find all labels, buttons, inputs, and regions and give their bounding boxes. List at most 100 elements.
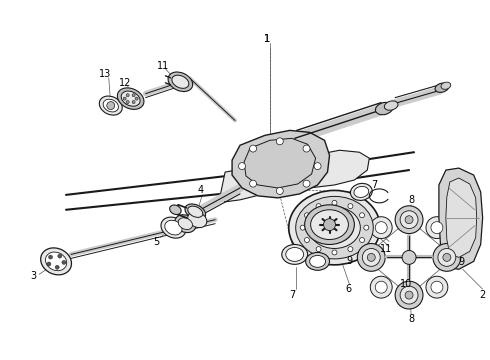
Circle shape bbox=[314, 163, 321, 170]
Circle shape bbox=[426, 276, 448, 298]
Text: 8: 8 bbox=[408, 314, 414, 324]
Text: 3: 3 bbox=[30, 271, 36, 281]
Ellipse shape bbox=[306, 252, 329, 270]
Text: 10: 10 bbox=[400, 279, 412, 289]
Circle shape bbox=[55, 265, 59, 269]
Text: 12: 12 bbox=[119, 78, 131, 88]
Circle shape bbox=[49, 255, 52, 259]
Circle shape bbox=[132, 94, 135, 97]
Circle shape bbox=[368, 253, 375, 261]
Ellipse shape bbox=[316, 213, 353, 243]
Text: 6: 6 bbox=[345, 284, 351, 294]
Circle shape bbox=[362, 248, 380, 266]
Circle shape bbox=[332, 250, 337, 255]
Ellipse shape bbox=[188, 212, 207, 228]
Ellipse shape bbox=[165, 220, 182, 235]
Circle shape bbox=[405, 216, 413, 224]
Ellipse shape bbox=[178, 218, 193, 230]
Circle shape bbox=[249, 180, 257, 187]
Ellipse shape bbox=[282, 244, 308, 264]
Ellipse shape bbox=[121, 91, 140, 106]
Circle shape bbox=[62, 260, 66, 264]
Circle shape bbox=[323, 219, 336, 231]
Circle shape bbox=[433, 243, 461, 271]
Polygon shape bbox=[244, 138, 316, 188]
Ellipse shape bbox=[305, 205, 354, 244]
Ellipse shape bbox=[375, 102, 393, 115]
Ellipse shape bbox=[117, 88, 144, 109]
Circle shape bbox=[348, 247, 353, 252]
Circle shape bbox=[304, 213, 309, 218]
Ellipse shape bbox=[286, 247, 304, 261]
Text: 7: 7 bbox=[290, 290, 296, 300]
Text: 9: 9 bbox=[346, 256, 352, 266]
Text: 1: 1 bbox=[264, 34, 270, 44]
Circle shape bbox=[431, 222, 443, 234]
Circle shape bbox=[47, 262, 51, 266]
Ellipse shape bbox=[170, 205, 181, 215]
Ellipse shape bbox=[354, 186, 369, 197]
Ellipse shape bbox=[289, 190, 380, 265]
Circle shape bbox=[375, 281, 387, 293]
Circle shape bbox=[375, 222, 387, 234]
Circle shape bbox=[126, 94, 129, 97]
Ellipse shape bbox=[99, 96, 122, 115]
Circle shape bbox=[135, 97, 138, 100]
Text: 8: 8 bbox=[408, 195, 414, 205]
Circle shape bbox=[370, 217, 392, 239]
Ellipse shape bbox=[161, 217, 186, 238]
Text: 1: 1 bbox=[264, 34, 270, 44]
Circle shape bbox=[123, 97, 126, 100]
Circle shape bbox=[360, 213, 365, 218]
Circle shape bbox=[400, 286, 418, 304]
Circle shape bbox=[364, 225, 369, 230]
Text: 13: 13 bbox=[98, 69, 111, 79]
Text: 9: 9 bbox=[459, 257, 465, 267]
Ellipse shape bbox=[384, 101, 398, 110]
Circle shape bbox=[126, 100, 129, 104]
Circle shape bbox=[300, 225, 305, 230]
Ellipse shape bbox=[46, 252, 67, 271]
Circle shape bbox=[276, 138, 283, 145]
Ellipse shape bbox=[185, 204, 206, 220]
Circle shape bbox=[316, 204, 321, 209]
Circle shape bbox=[303, 145, 310, 152]
Text: 7: 7 bbox=[371, 180, 377, 190]
Ellipse shape bbox=[435, 83, 449, 93]
Circle shape bbox=[249, 145, 257, 152]
Polygon shape bbox=[220, 150, 369, 202]
Circle shape bbox=[402, 251, 416, 264]
Circle shape bbox=[370, 276, 392, 298]
Text: 11: 11 bbox=[380, 244, 392, 255]
Circle shape bbox=[316, 247, 321, 252]
Ellipse shape bbox=[188, 206, 203, 217]
Text: 2: 2 bbox=[480, 290, 486, 300]
Circle shape bbox=[107, 102, 115, 109]
Circle shape bbox=[276, 188, 283, 194]
Ellipse shape bbox=[350, 183, 372, 201]
Circle shape bbox=[132, 100, 135, 104]
Ellipse shape bbox=[41, 248, 72, 275]
Ellipse shape bbox=[311, 210, 348, 239]
Circle shape bbox=[431, 281, 443, 293]
Circle shape bbox=[443, 253, 451, 261]
Circle shape bbox=[360, 238, 365, 243]
Ellipse shape bbox=[310, 255, 325, 267]
Text: 11: 11 bbox=[157, 61, 170, 71]
Circle shape bbox=[304, 238, 309, 243]
Circle shape bbox=[426, 217, 448, 239]
Text: 5: 5 bbox=[153, 237, 160, 247]
Text: 4: 4 bbox=[197, 185, 203, 195]
Circle shape bbox=[405, 291, 413, 299]
Ellipse shape bbox=[175, 215, 196, 233]
Circle shape bbox=[438, 248, 456, 266]
Ellipse shape bbox=[103, 99, 119, 112]
Ellipse shape bbox=[309, 207, 360, 248]
Circle shape bbox=[303, 180, 310, 187]
Polygon shape bbox=[232, 130, 329, 198]
Circle shape bbox=[58, 254, 62, 258]
Polygon shape bbox=[439, 168, 483, 269]
Ellipse shape bbox=[172, 75, 189, 88]
Circle shape bbox=[357, 243, 385, 271]
Circle shape bbox=[332, 201, 337, 205]
